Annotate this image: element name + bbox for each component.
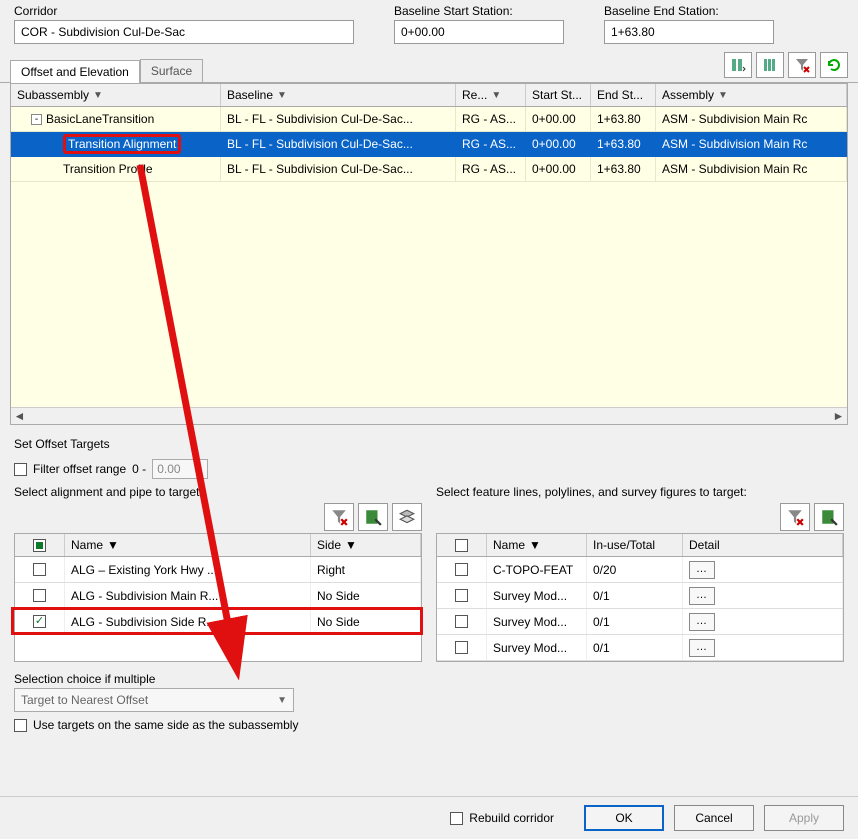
col-region[interactable]: Re...▼ xyxy=(456,84,526,106)
row-checkbox[interactable] xyxy=(455,615,468,628)
scroll-left-icon[interactable]: ◄ xyxy=(11,409,28,424)
horizontal-scrollbar[interactable]: ◄ ► xyxy=(11,407,847,424)
tab-offset-elevation[interactable]: Offset and Elevation xyxy=(10,60,140,83)
refresh-button[interactable] xyxy=(820,52,848,78)
apply-button[interactable]: Apply xyxy=(764,805,844,831)
row-checkbox[interactable] xyxy=(33,563,46,576)
col-feat-name[interactable]: Name▼ xyxy=(487,534,587,556)
corridor-input[interactable] xyxy=(14,20,354,44)
col-start[interactable]: Start St... xyxy=(526,84,591,106)
row-checkbox[interactable] xyxy=(455,641,468,654)
col-align-name[interactable]: Name▼ xyxy=(65,534,311,556)
filter-alignment-button[interactable] xyxy=(324,503,354,531)
feature-grid: Name▼ In-use/Total Detail C-TOPO-FEAT0/2… xyxy=(436,533,844,662)
detail-button[interactable]: … xyxy=(689,587,715,605)
filter-offset-value[interactable] xyxy=(152,459,208,479)
corridor-label: Corridor xyxy=(14,4,354,18)
list-item[interactable]: Survey Mod...0/1… xyxy=(437,583,843,609)
list-item[interactable]: Survey Mod...0/1… xyxy=(437,609,843,635)
corridor-targets-dialog: Corridor Baseline Start Station: Baselin… xyxy=(0,0,858,839)
set-offset-title: Set Offset Targets xyxy=(14,437,844,451)
row-checkbox[interactable] xyxy=(33,615,46,628)
rebuild-label: Rebuild corridor xyxy=(469,811,554,825)
detail-button[interactable]: … xyxy=(689,613,715,631)
start-station-label: Baseline Start Station: xyxy=(394,4,564,18)
feature-select-all[interactable] xyxy=(455,539,468,552)
same-side-label: Use targets on the same side as the suba… xyxy=(33,718,298,732)
end-station-input[interactable] xyxy=(604,20,774,44)
scroll-right-icon[interactable]: ► xyxy=(830,409,847,424)
list-item[interactable]: ALG - Subdivision Main R...No Side xyxy=(15,583,421,609)
col-align-side[interactable]: Side▼ xyxy=(311,534,421,556)
list-item[interactable]: C-TOPO-FEAT0/20… xyxy=(437,557,843,583)
end-station-label: Baseline End Station: xyxy=(604,4,774,18)
list-item[interactable]: ALG – Existing York Hwy ...Right xyxy=(15,557,421,583)
list-item[interactable]: ALG - Subdivision Side R...No Side xyxy=(15,609,421,635)
row-checkbox[interactable] xyxy=(33,589,46,602)
tree-collapse-icon[interactable]: - xyxy=(31,114,42,125)
layers-button[interactable] xyxy=(392,503,422,531)
col-assembly[interactable]: Assembly▼ xyxy=(656,84,847,106)
clear-filter-button[interactable] xyxy=(788,52,816,78)
selection-choice-dropdown[interactable]: Target to Nearest Offset ▼ xyxy=(14,688,294,712)
table-row[interactable]: Transition AlignmentBL - FL - Subdivisio… xyxy=(11,132,847,157)
col-end[interactable]: End St... xyxy=(591,84,656,106)
same-side-checkbox[interactable] xyxy=(14,719,27,732)
ok-button[interactable]: OK xyxy=(584,805,664,831)
col-subassembly[interactable]: Subassembly▼ xyxy=(11,84,221,106)
selection-choice-label: Selection choice if multiple xyxy=(14,672,844,686)
filter-feature-button[interactable] xyxy=(780,503,810,531)
col-baseline[interactable]: Baseline▼ xyxy=(221,84,456,106)
cancel-button[interactable]: Cancel xyxy=(674,805,754,831)
subassembly-grid: Subassembly▼ Baseline▼ Re...▼ Start St..… xyxy=(10,83,848,425)
alignment-grid: Name▼ Side▼ ALG – Existing York Hwy ...R… xyxy=(14,533,422,662)
pick-feature-button[interactable] xyxy=(814,503,844,531)
col-feat-detail[interactable]: Detail xyxy=(683,534,843,556)
row-checkbox[interactable] xyxy=(455,563,468,576)
filter-offset-checkbox[interactable] xyxy=(14,463,27,476)
tab-bar: Offset and Elevation Surface xyxy=(10,59,203,82)
row-checkbox[interactable] xyxy=(455,589,468,602)
chevron-down-icon: ▼ xyxy=(277,695,287,706)
detail-button[interactable]: … xyxy=(689,639,715,657)
rebuild-checkbox[interactable] xyxy=(450,812,463,825)
list-item[interactable]: Survey Mod...0/1… xyxy=(437,635,843,661)
alignment-table-label: Select alignment and pipe to target: xyxy=(14,485,422,499)
pick-alignment-button[interactable] xyxy=(358,503,388,531)
filter-zero: 0 - xyxy=(132,462,146,476)
tab-surface[interactable]: Surface xyxy=(140,59,203,82)
header-fields: Corridor Baseline Start Station: Baselin… xyxy=(0,0,858,52)
feature-table-label: Select feature lines, polylines, and sur… xyxy=(436,485,844,499)
table-row[interactable]: Transition ProfileBL - FL - Subdivision … xyxy=(11,157,847,182)
detail-button[interactable]: … xyxy=(689,561,715,579)
col-feat-inuse[interactable]: In-use/Total xyxy=(587,534,683,556)
column-settings-1-button[interactable] xyxy=(724,52,752,78)
column-settings-2-button[interactable] xyxy=(756,52,784,78)
alignment-select-all[interactable] xyxy=(33,539,46,552)
start-station-input[interactable] xyxy=(394,20,564,44)
table-row[interactable]: - BasicLaneTransitionBL - FL - Subdivisi… xyxy=(11,107,847,132)
filter-offset-label: Filter offset range xyxy=(33,462,126,476)
